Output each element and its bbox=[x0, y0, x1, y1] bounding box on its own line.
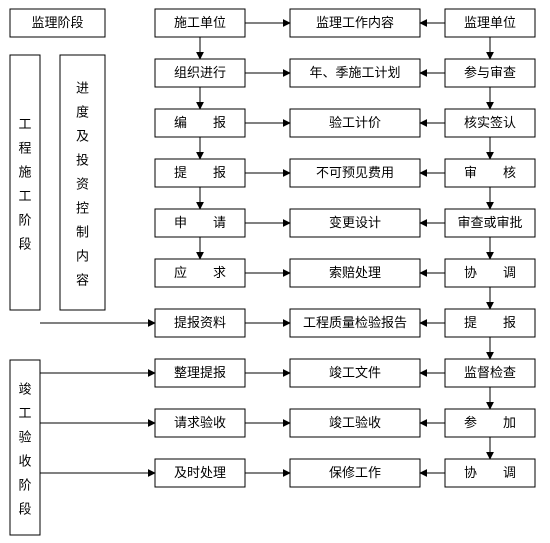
c2-label-0: 监理工作内容 bbox=[316, 15, 394, 30]
c1-label-3: 提 报 bbox=[174, 165, 226, 180]
c3-label-3: 审 核 bbox=[464, 165, 516, 180]
c3-label-9: 协 调 bbox=[464, 465, 516, 480]
c1-label-7: 整理提报 bbox=[174, 365, 226, 380]
c3-label-2: 核实签认 bbox=[464, 115, 516, 130]
c3-label-0: 监理单位 bbox=[464, 15, 516, 30]
c2-label-9: 保修工作 bbox=[329, 465, 381, 480]
c1-label-2: 编 报 bbox=[174, 115, 226, 130]
c2-label-6: 工程质量检验报告 bbox=[303, 315, 407, 330]
header-supervision-phase-label: 监理阶段 bbox=[31, 15, 83, 30]
c1-label-4: 申 请 bbox=[174, 215, 226, 230]
progress-investment-title-label: 进度及投资控制内容 bbox=[76, 81, 89, 288]
c1-label-6: 提报资料 bbox=[174, 315, 226, 330]
phase-construction bbox=[10, 55, 40, 310]
c2-label-1: 年、季施工计划 bbox=[309, 65, 400, 80]
c3-label-4: 审查或审批 bbox=[457, 215, 522, 230]
c1-label-5: 应 求 bbox=[174, 265, 226, 280]
c1-label-1: 组织进行 bbox=[174, 65, 226, 80]
c2-label-8: 竣工验收 bbox=[329, 415, 381, 430]
c2-label-3: 不可预见费用 bbox=[316, 165, 394, 180]
c2-label-7: 竣工文件 bbox=[329, 365, 381, 380]
c2-label-4: 变更设计 bbox=[329, 215, 381, 230]
c2-label-5: 索赔处理 bbox=[329, 265, 381, 280]
c3-label-6: 提 报 bbox=[464, 315, 516, 330]
c1-label-0: 施工单位 bbox=[174, 15, 226, 30]
c3-label-1: 参与审查 bbox=[464, 65, 516, 80]
flow-diagram: 监理阶段工程施工阶段进度及投资控制内容竣工验收阶段施工单位监理工作内容监理单位组… bbox=[0, 0, 550, 543]
c3-label-8: 参 加 bbox=[464, 415, 516, 430]
c2-label-2: 验工计价 bbox=[329, 115, 381, 130]
c1-label-9: 及时处理 bbox=[174, 465, 226, 480]
c3-label-7: 监督检查 bbox=[464, 365, 516, 380]
c1-label-8: 请求验收 bbox=[174, 415, 226, 430]
c3-label-5: 协 调 bbox=[464, 265, 516, 280]
